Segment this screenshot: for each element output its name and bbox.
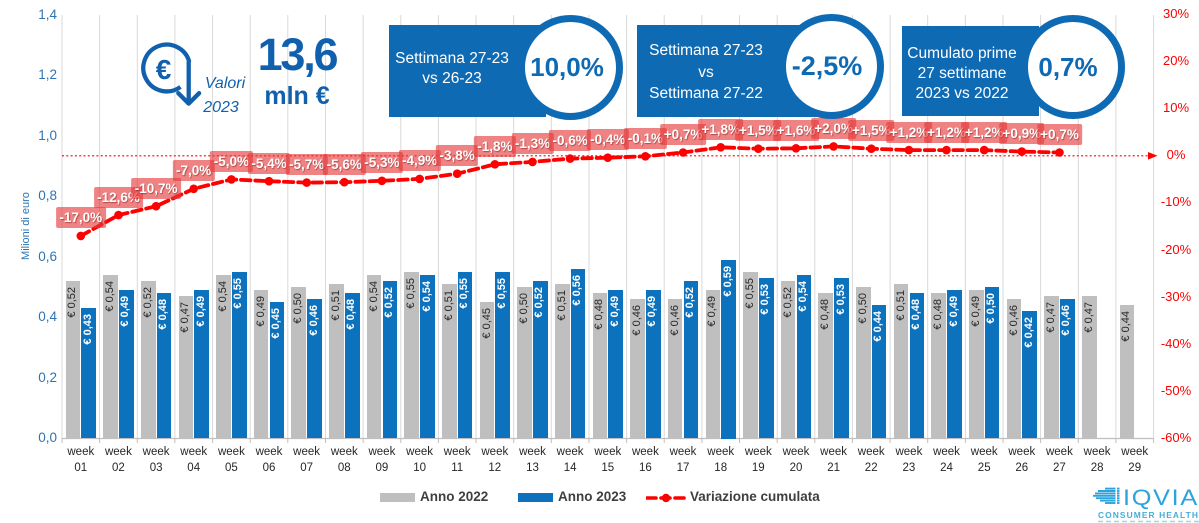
svg-text:IQVIA: IQVIA [1123,485,1199,510]
svg-text:CONSUMER HEALTH: CONSUMER HEALTH [1098,510,1199,520]
svg-text:€: € [156,54,172,85]
